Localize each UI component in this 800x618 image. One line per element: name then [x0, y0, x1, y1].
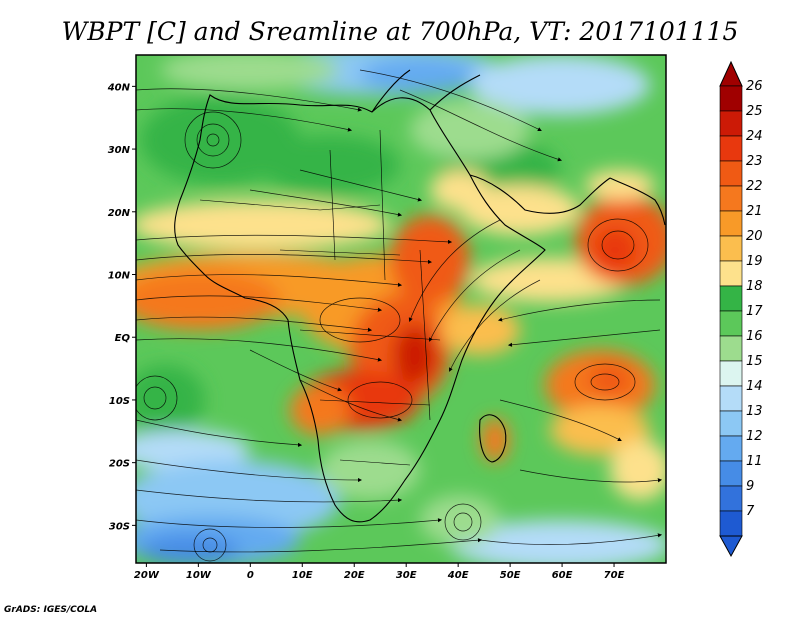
map-title: WBPT [C] and Sreamline at 700hPa, VT: 20…	[62, 17, 739, 46]
lon-tick-label: 10E	[292, 570, 313, 581]
colorbar-label: 25	[746, 104, 763, 119]
map-panel	[136, 55, 666, 563]
colorbar-swatch	[719, 235, 743, 262]
colorbar-swatch	[719, 135, 743, 162]
colorbar-label: 26	[746, 79, 763, 94]
colorbar-swatch	[719, 510, 743, 537]
colorbar-swatch	[719, 360, 743, 387]
lon-tick-label: 30E	[396, 570, 417, 581]
lon-tick-label: 0	[247, 570, 254, 581]
colorbar-swatch	[719, 435, 743, 462]
colorbar-label: 20	[746, 229, 763, 244]
colorbar-bottom-arrow	[719, 535, 743, 558]
streamlines	[136, 69, 663, 562]
wbpt-field	[136, 55, 666, 563]
colorbar-swatch	[719, 460, 743, 487]
colorbar-swatch	[719, 385, 743, 412]
colorbar-top-arrow	[719, 60, 743, 87]
colorbar-swatch	[719, 185, 743, 212]
map-frame	[135, 54, 667, 564]
colorbar-label: 11	[746, 454, 763, 469]
colorbar: 26 25 24 23 22 21 20 19 18 17 16 15 14 13 12 11 9 7	[719, 60, 763, 558]
colorbar-swatch	[719, 110, 743, 137]
colorbar-label: 9	[746, 479, 754, 494]
colorbar-label: 15	[746, 354, 763, 369]
grads-credit: GrADS: IGES/COLA	[4, 605, 97, 615]
lat-tick-label: 20N	[108, 208, 131, 219]
coastlines	[174, 69, 666, 523]
lon-tick-label: 50E	[500, 570, 521, 581]
colorbar-label: 18	[746, 279, 763, 294]
colorbar-label: 7	[746, 504, 755, 519]
colorbar-label: 14	[746, 379, 763, 394]
colorbar-swatch	[719, 335, 743, 362]
lat-tick-label: 10N	[108, 271, 131, 282]
colorbar-label: 23	[746, 154, 763, 169]
lon-tick-label: 70E	[604, 570, 625, 581]
colorbar-label: 12	[746, 429, 763, 444]
colorbar-label: 22	[746, 179, 763, 194]
colorbar-label: 16	[746, 329, 763, 344]
lon-tick-label: 60E	[552, 570, 573, 581]
longitude-axis: 20W 10W 0 10E 20E 30E 40E 50E 60E 70E	[134, 563, 625, 581]
latitude-axis: 40N 30N 20N 10N EQ 10S 20S 30S	[107, 82, 136, 532]
colorbar-swatch	[719, 160, 743, 187]
colorbar-swatch	[719, 285, 743, 312]
lon-tick-label: 10W	[186, 570, 212, 581]
lon-tick-label: 40E	[447, 570, 469, 581]
lon-tick-label: 20W	[134, 570, 160, 581]
colorbar-swatch	[719, 260, 743, 287]
lat-tick-label: 30N	[108, 145, 131, 156]
colorbar-swatch	[719, 85, 743, 112]
lon-tick-label: 20E	[344, 570, 365, 581]
colorbar-label: 17	[746, 304, 763, 319]
lat-tick-label: 20S	[109, 459, 130, 470]
lat-tick-label: EQ	[115, 333, 131, 344]
lat-tick-label: 30S	[109, 521, 130, 532]
colorbar-label: 19	[746, 254, 763, 269]
lat-tick-label: 40N	[107, 82, 131, 93]
colorbar-label: 21	[746, 204, 763, 219]
colorbar-label: 24	[746, 129, 763, 144]
lat-tick-label: 10S	[109, 396, 130, 407]
country-borders	[199, 129, 441, 466]
colorbar-swatch	[719, 410, 743, 437]
colorbar-label: 13	[746, 404, 763, 419]
colorbar-swatch	[719, 310, 743, 337]
colorbar-swatch	[719, 210, 743, 237]
colorbar-swatch	[719, 485, 743, 512]
